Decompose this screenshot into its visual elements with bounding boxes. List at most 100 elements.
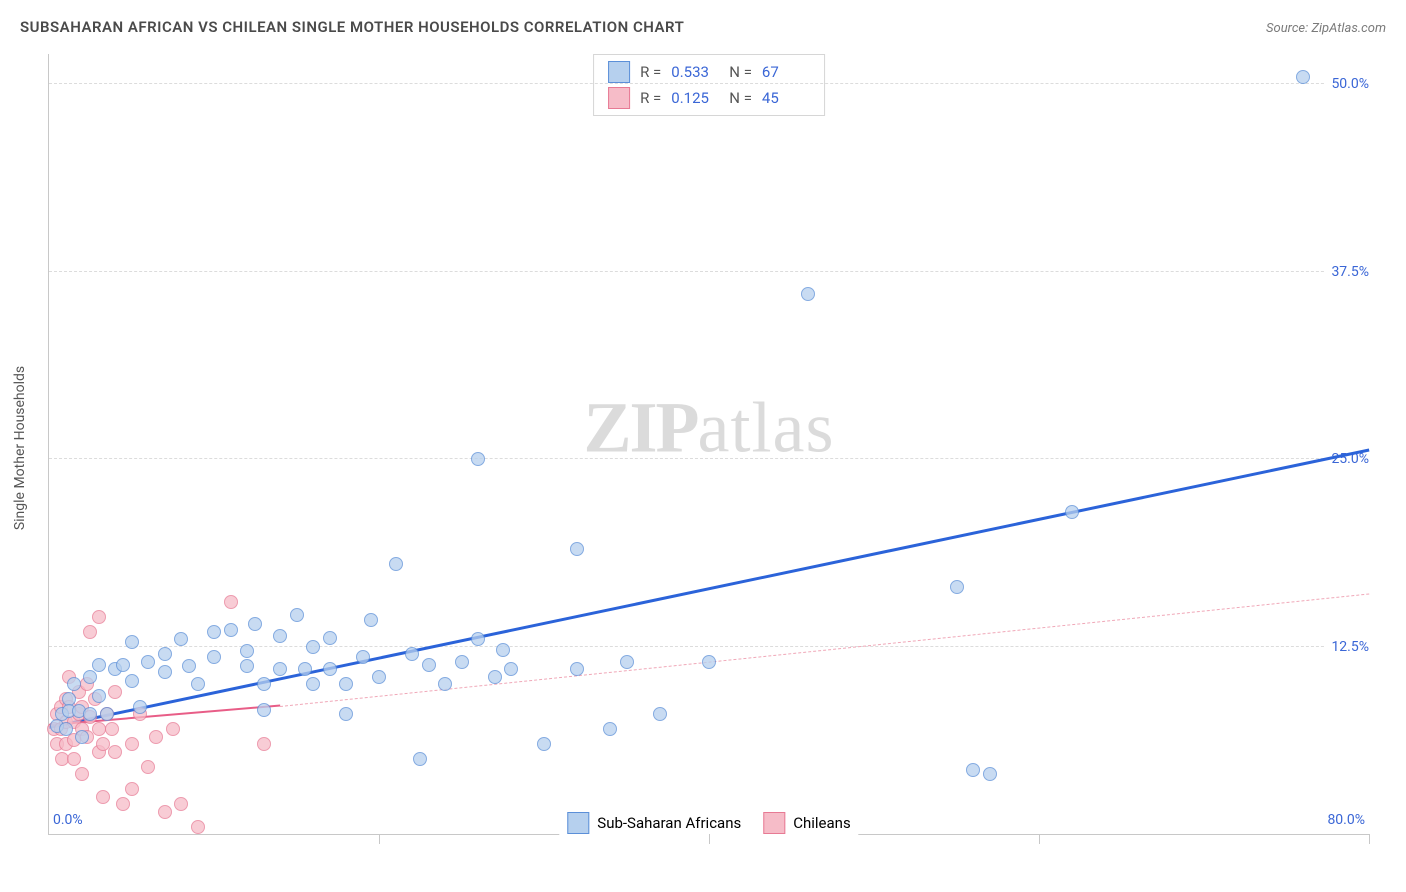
data-point-ssa: [983, 767, 997, 781]
data-point-chi: [105, 722, 119, 736]
data-point-ssa: [570, 542, 584, 556]
data-point-ssa: [240, 659, 254, 673]
stats-legend-row-ssa: R = 0.533 N = 67: [594, 59, 824, 85]
data-point-ssa: [950, 580, 964, 594]
data-point-chi: [125, 782, 139, 796]
data-point-ssa: [158, 647, 172, 661]
swatch-ssa: [608, 61, 630, 83]
data-point-ssa: [224, 623, 238, 637]
data-point-ssa: [413, 752, 427, 766]
x-axis-min-label: 0.0%: [53, 812, 83, 828]
data-point-ssa: [67, 677, 81, 691]
data-point-ssa: [389, 557, 403, 571]
data-point-ssa: [182, 659, 196, 673]
data-point-ssa: [620, 655, 634, 669]
data-point-ssa: [702, 655, 716, 669]
chart-source: Source: ZipAtlas.com: [1266, 21, 1386, 36]
data-point-chi: [108, 685, 122, 699]
data-point-chi: [83, 625, 97, 639]
data-point-ssa: [273, 629, 287, 643]
data-point-chi: [116, 797, 130, 811]
data-point-ssa: [339, 707, 353, 721]
x-tick: [1039, 834, 1040, 844]
data-point-ssa: [364, 613, 378, 627]
data-point-ssa: [174, 632, 188, 646]
r-label-chi: R =: [640, 89, 661, 107]
n-value-chi: 45: [762, 89, 810, 107]
data-point-ssa: [323, 631, 337, 645]
data-point-ssa: [125, 674, 139, 688]
data-point-ssa: [372, 670, 386, 684]
series-legend-item-ssa: Sub-Saharan Africans: [567, 812, 741, 834]
data-point-ssa: [653, 707, 667, 721]
data-point-chi: [224, 595, 238, 609]
chart-header: SUBSAHARAN AFRICAN VS CHILEAN SINGLE MOT…: [20, 18, 1386, 36]
data-point-ssa: [471, 632, 485, 646]
swatch-chi: [608, 87, 630, 109]
data-point-ssa: [83, 707, 97, 721]
data-point-ssa: [240, 644, 254, 658]
data-point-ssa: [966, 763, 980, 777]
x-tick: [709, 834, 710, 844]
x-tick: [379, 834, 380, 844]
data-point-ssa: [100, 707, 114, 721]
data-point-ssa: [1065, 505, 1079, 519]
y-gridline: [49, 83, 1369, 84]
series-legend-item-chi: Chileans: [763, 812, 850, 834]
data-point-chi: [149, 730, 163, 744]
series-label-chi: Chileans: [793, 814, 850, 832]
data-point-ssa: [455, 655, 469, 669]
data-point-chi: [108, 745, 122, 759]
y-tick-label: 50.0%: [1325, 76, 1369, 92]
y-tick-label: 37.5%: [1325, 264, 1369, 280]
data-point-ssa: [471, 452, 485, 466]
data-point-ssa: [116, 658, 130, 672]
data-point-ssa: [191, 677, 205, 691]
y-tick-label: 12.5%: [1325, 639, 1369, 655]
data-point-ssa: [257, 703, 271, 717]
data-point-ssa: [133, 700, 147, 714]
n-value-ssa: 67: [762, 63, 810, 81]
data-point-ssa: [306, 677, 320, 691]
data-point-ssa: [496, 643, 510, 657]
data-point-ssa: [207, 650, 221, 664]
chart-title: SUBSAHARAN AFRICAN VS CHILEAN SINGLE MOT…: [20, 18, 684, 36]
trendline-ssa: [49, 449, 1370, 729]
data-point-chi: [191, 820, 205, 834]
data-point-chi: [158, 805, 172, 819]
data-point-chi: [174, 797, 188, 811]
data-point-ssa: [290, 608, 304, 622]
source-name: ZipAtlas.com: [1311, 21, 1386, 36]
data-point-chi: [67, 752, 81, 766]
stats-legend: R = 0.533 N = 67 R = 0.125 N = 45: [593, 54, 825, 116]
x-tick: [1369, 834, 1370, 844]
data-point-ssa: [298, 662, 312, 676]
data-point-ssa: [356, 650, 370, 664]
y-gridline: [49, 271, 1369, 272]
data-point-chi: [257, 737, 271, 751]
r-value-ssa: 0.533: [671, 63, 719, 81]
stats-legend-row-chi: R = 0.125 N = 45: [594, 85, 824, 111]
data-point-ssa: [92, 658, 106, 672]
data-point-ssa: [504, 662, 518, 676]
data-point-ssa: [422, 658, 436, 672]
data-point-ssa: [306, 640, 320, 654]
data-point-ssa: [75, 730, 89, 744]
n-label-ssa: N =: [729, 63, 752, 81]
series-label-ssa: Sub-Saharan Africans: [597, 814, 741, 832]
data-point-ssa: [339, 677, 353, 691]
data-point-ssa: [59, 722, 73, 736]
swatch-chi-2: [763, 812, 785, 834]
y-axis-label-wrap: Single Mother Households: [0, 0, 40, 892]
x-axis-max-label: 80.0%: [1327, 812, 1365, 828]
data-point-ssa: [405, 647, 419, 661]
data-point-ssa: [1296, 70, 1310, 84]
data-point-ssa: [488, 670, 502, 684]
data-point-ssa: [248, 617, 262, 631]
series-legend: Sub-Saharan Africans Chileans: [559, 810, 858, 836]
source-prefix: Source:: [1266, 21, 1311, 36]
data-point-ssa: [438, 677, 452, 691]
data-point-chi: [141, 760, 155, 774]
data-point-ssa: [323, 662, 337, 676]
data-point-ssa: [141, 655, 155, 669]
